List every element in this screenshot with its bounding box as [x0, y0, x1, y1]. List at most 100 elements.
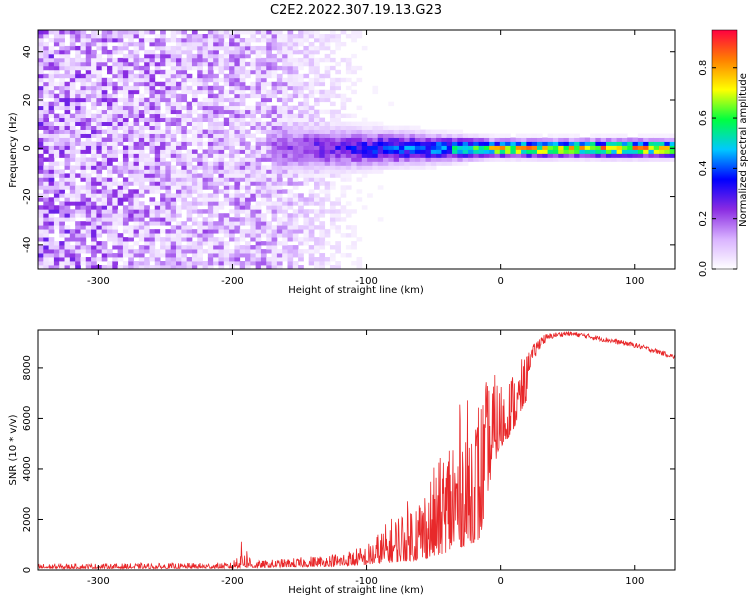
heatmap-cell: [351, 245, 357, 250]
heatmap-cell: [239, 53, 246, 59]
heatmap-cell: [398, 129, 405, 134]
heatmap-cell: [303, 49, 310, 55]
heatmap-cell: [85, 229, 92, 234]
heatmap-cell: [191, 53, 198, 59]
heatmap-cell: [568, 157, 575, 162]
heatmap-cell: [287, 109, 294, 115]
heatmap-cell: [138, 153, 145, 158]
heatmap-cell: [117, 249, 124, 254]
heatmap-cell: [48, 53, 55, 59]
heatmap-cell: [319, 265, 326, 270]
heatmap-cell: [202, 185, 209, 190]
heatmap-cell: [234, 201, 241, 206]
heatmap-cell: [324, 65, 331, 71]
heatmap-cell: [43, 145, 50, 150]
heatmap-cell: [122, 57, 129, 63]
heatmap-cell: [292, 161, 299, 166]
heatmap-cell: [239, 185, 246, 190]
heatmap-cell: [356, 149, 363, 154]
heatmap-cell: [266, 149, 272, 154]
heatmap-cell: [165, 129, 172, 134]
heatmap-cell: [388, 153, 395, 158]
heatmap-cell: [69, 169, 76, 174]
heatmap-cell: [260, 121, 267, 126]
heatmap-cell: [59, 85, 65, 91]
heatmap-cell: [515, 145, 522, 150]
heatmap-cell: [292, 213, 299, 218]
heatmap-cell: [271, 129, 278, 134]
heatmap-cell: [85, 181, 92, 186]
heatmap-cell: [292, 69, 299, 75]
heatmap-cell: [542, 157, 548, 162]
heatmap-cell: [462, 153, 469, 158]
heatmap-cell: [398, 133, 405, 138]
heatmap-cell: [38, 105, 44, 111]
heatmap-cell: [144, 233, 150, 238]
heatmap-cell: [255, 225, 262, 230]
heatmap-cell: [287, 53, 294, 59]
heatmap-cell: [414, 133, 421, 138]
heatmap-cell: [202, 101, 209, 107]
heatmap-cell: [218, 113, 225, 119]
heatmap-cell: [133, 169, 140, 174]
heatmap-cell: [260, 30, 267, 35]
heatmap-cell: [414, 165, 421, 170]
heatmap-cell: [345, 125, 352, 130]
heatmap-cell: [207, 137, 214, 142]
heatmap-cell: [191, 93, 198, 99]
heatmap-cell: [420, 129, 426, 134]
heatmap-cell: [128, 189, 134, 194]
heatmap-cell: [43, 213, 50, 218]
heatmap-cell: [526, 153, 533, 158]
heatmap-cell: [207, 213, 214, 218]
heatmap-cell: [91, 101, 97, 107]
heatmap-cell: [149, 101, 156, 107]
heatmap-cell: [117, 149, 124, 154]
heatmap-cell: [276, 165, 283, 170]
heatmap-cell: [340, 173, 347, 178]
heatmap-cell: [255, 221, 262, 226]
heatmap-cell: [239, 261, 246, 266]
heatmap-cell: [314, 45, 320, 51]
heatmap-cell: [75, 37, 81, 43]
heatmap-cell: [271, 225, 278, 230]
heatmap-cell: [149, 209, 156, 214]
heatmap-cell: [356, 30, 363, 35]
heatmap-cell: [181, 73, 188, 79]
heatmap-cell: [191, 173, 198, 178]
heatmap-cell: [107, 33, 113, 39]
heatmap-cell: [43, 157, 50, 162]
heatmap-cell: [314, 101, 320, 107]
heatmap-cell: [202, 221, 209, 226]
heatmap-cell: [314, 225, 320, 230]
heatmap-cell: [122, 225, 129, 230]
heatmap-cell: [329, 81, 336, 87]
heatmap-cell: [521, 137, 527, 142]
heatmap-cell: [314, 237, 320, 242]
heatmap-cell: [377, 129, 384, 134]
heatmap-cell: [526, 145, 533, 150]
heatmap-cell: [287, 117, 294, 123]
heatmap-cell: [616, 149, 623, 154]
heatmap-cell: [202, 201, 209, 206]
heatmap-cell: [117, 185, 124, 190]
heatmap-cell: [38, 93, 44, 99]
heatmap-cell: [64, 65, 71, 71]
heatmap-cell: [213, 169, 219, 174]
heatmap-cell: [80, 41, 87, 47]
heatmap-cell: [117, 81, 124, 87]
heatmap-cell: [324, 57, 331, 63]
heatmap-cell: [223, 45, 230, 51]
heatmap-cell: [160, 253, 166, 258]
heatmap-cell: [48, 201, 55, 206]
heatmap-cell: [176, 169, 182, 174]
heatmap-cell: [112, 233, 119, 238]
heatmap-cell: [165, 257, 172, 262]
heatmap-cell: [218, 217, 225, 222]
heatmap-cell: [202, 45, 209, 51]
heatmap-cell: [483, 133, 490, 138]
heatmap-cell: [48, 57, 55, 63]
heatmap-cell: [128, 249, 134, 254]
heatmap-cell: [43, 225, 50, 230]
heatmap-cell: [223, 81, 230, 87]
